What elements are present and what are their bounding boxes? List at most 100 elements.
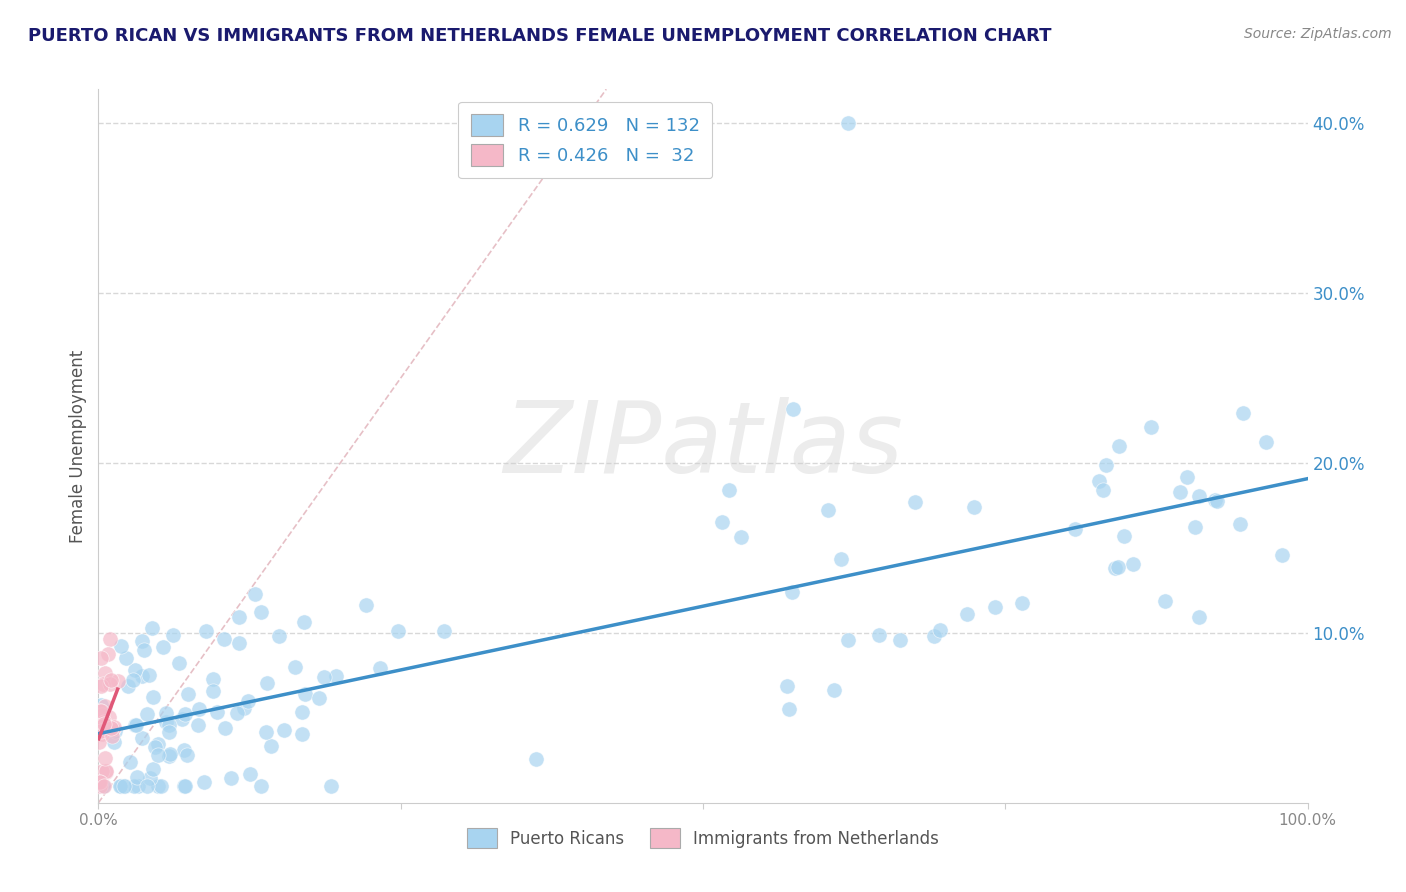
Point — [157, 725, 180, 739]
Point — [291, 705, 314, 719]
Point — [122, 673, 145, 687]
Point — [131, 731, 153, 745]
Point — [1064, 522, 1087, 536]
Point — [1175, 469, 1198, 483]
Point — [162, 628, 184, 642]
Point — [1254, 434, 1277, 449]
Point — [776, 679, 799, 693]
Point — [176, 747, 198, 762]
Legend: Puerto Ricans, Immigrants from Netherlands: Puerto Ricans, Immigrants from Netherlan… — [461, 822, 945, 855]
Point — [152, 640, 174, 655]
Point — [98, 632, 121, 646]
Point — [100, 673, 122, 687]
Point — [214, 721, 236, 735]
Point — [228, 635, 250, 649]
Point — [1108, 438, 1130, 452]
Point — [284, 660, 307, 674]
Point — [93, 717, 115, 731]
Point — [219, 771, 242, 785]
Point — [89, 779, 111, 793]
Point — [239, 766, 262, 780]
Point — [524, 752, 547, 766]
Point — [1104, 561, 1126, 575]
Point — [314, 670, 336, 684]
Point — [90, 679, 112, 693]
Point — [104, 723, 127, 738]
Point — [922, 629, 945, 643]
Point — [177, 687, 200, 701]
Point — [1206, 494, 1229, 508]
Point — [308, 691, 330, 706]
Point — [146, 747, 169, 762]
Point — [387, 624, 409, 638]
Point — [325, 669, 347, 683]
Point — [233, 701, 256, 715]
Point — [89, 704, 111, 718]
Point — [101, 729, 124, 743]
Point — [1088, 474, 1111, 488]
Point — [823, 682, 845, 697]
Point — [157, 749, 180, 764]
Point — [142, 762, 165, 776]
Point — [100, 721, 122, 735]
Point — [142, 690, 165, 705]
Point — [267, 629, 290, 643]
Point — [125, 770, 148, 784]
Point — [90, 698, 112, 713]
Point — [837, 116, 859, 130]
Point — [354, 598, 377, 612]
Point — [146, 737, 169, 751]
Point — [127, 779, 149, 793]
Point — [778, 701, 800, 715]
Y-axis label: Female Unemployment: Female Unemployment — [69, 350, 87, 542]
Point — [193, 775, 215, 789]
Point — [256, 675, 278, 690]
Point — [91, 726, 114, 740]
Point — [730, 530, 752, 544]
Point — [94, 751, 117, 765]
Point — [929, 624, 952, 638]
Point — [249, 605, 271, 619]
Point — [94, 699, 117, 714]
Point — [110, 639, 132, 653]
Point — [103, 735, 125, 749]
Point — [149, 779, 172, 793]
Point — [1188, 609, 1211, 624]
Point — [94, 765, 117, 780]
Point — [91, 677, 114, 691]
Point — [187, 718, 209, 732]
Point — [170, 712, 193, 726]
Point — [90, 724, 112, 739]
Point — [780, 584, 803, 599]
Point — [1114, 529, 1136, 543]
Point — [167, 657, 190, 671]
Point — [273, 723, 295, 737]
Point — [983, 599, 1005, 614]
Point — [124, 718, 146, 732]
Text: PUERTO RICAN VS IMMIGRANTS FROM NETHERLANDS FEMALE UNEMPLOYMENT CORRELATION CHAR: PUERTO RICAN VS IMMIGRANTS FROM NETHERLA… — [28, 27, 1052, 45]
Point — [202, 673, 225, 687]
Point — [1011, 596, 1033, 610]
Point — [225, 706, 247, 721]
Point — [291, 727, 314, 741]
Point — [138, 668, 160, 682]
Point — [1168, 485, 1191, 500]
Point — [889, 632, 911, 647]
Point — [97, 710, 120, 724]
Point — [782, 402, 804, 417]
Point — [114, 651, 136, 665]
Point — [139, 771, 162, 785]
Point — [711, 516, 734, 530]
Point — [107, 673, 129, 688]
Point — [132, 643, 155, 657]
Point — [1092, 483, 1115, 497]
Point — [1154, 594, 1177, 608]
Point — [89, 734, 111, 748]
Point — [97, 647, 120, 661]
Point — [173, 779, 195, 793]
Point — [135, 706, 157, 721]
Text: Source: ZipAtlas.com: Source: ZipAtlas.com — [1244, 27, 1392, 41]
Point — [91, 779, 114, 793]
Point — [103, 721, 125, 735]
Point — [321, 779, 343, 793]
